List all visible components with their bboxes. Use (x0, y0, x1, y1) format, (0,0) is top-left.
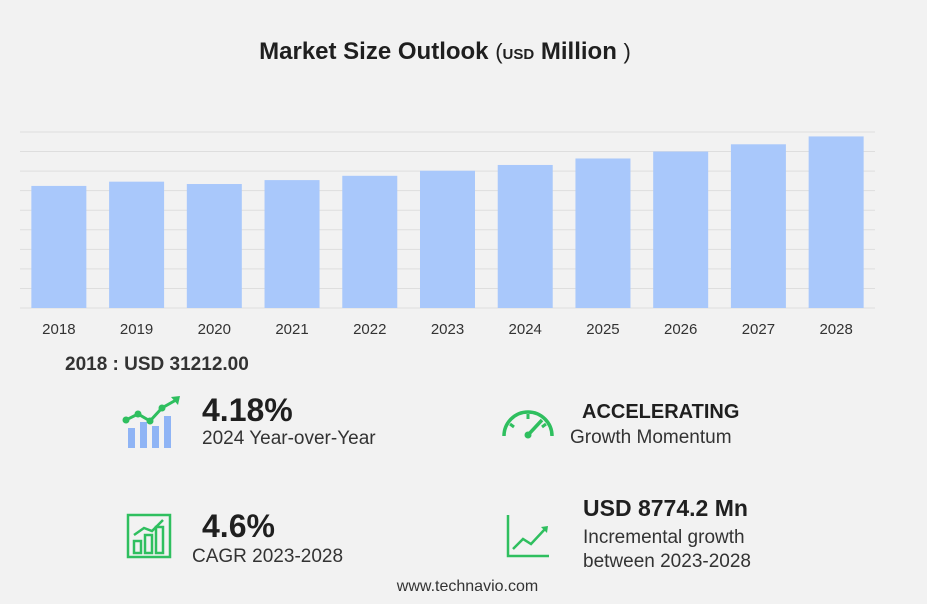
speedometer-icon (502, 410, 554, 439)
kpi-momentum: ACCELERATING Growth Momentum (570, 400, 740, 450)
kpi-cagr: 4.6% CAGR 2023-2028 (192, 508, 343, 569)
bar-2022 (342, 175, 398, 308)
chart-title-text: Market Size Outlook (259, 38, 489, 65)
x-tick-label: 2026 (664, 321, 697, 338)
bar-2020 (186, 184, 242, 308)
kpi-yoy-value: 4.18% (202, 392, 293, 428)
bar-2021 (264, 180, 320, 308)
source-footer: www.technavio.com (396, 578, 539, 595)
kpi-cagr-value: 4.6% (202, 508, 275, 544)
kpi-yoy-label: 2024 Year-over-Year (202, 428, 376, 449)
x-tick-label: 2025 (586, 321, 619, 338)
x-tick-label: 2022 (353, 321, 386, 338)
kpi-cagr-label: CAGR 2023-2028 (192, 546, 344, 567)
base-year-value: 2018 : USD 31212.00 (65, 354, 249, 375)
kpi-momentum-value: ACCELERATING (582, 401, 740, 423)
kpi-momentum-label: Growth Momentum (570, 427, 732, 448)
bar-2028 (808, 136, 864, 308)
bar-2027 (730, 144, 786, 308)
bar-2019 (109, 181, 165, 308)
bar-chart: 2018 2019 2020 2021 2022 2023 2024 2025 2026 2027… (20, 131, 875, 338)
kpi-incremental-label-line1: Incremental growth (583, 527, 745, 548)
bar-2023 (420, 170, 475, 308)
bar-2025 (575, 158, 631, 308)
kpi-incremental: USD 8774.2 Mn Incremental growth between… (583, 494, 751, 574)
rising-bars-icon (122, 396, 180, 448)
title-unit: USD (502, 46, 535, 63)
bar-2026 (653, 151, 709, 308)
x-tick-label: 2020 (198, 321, 231, 338)
x-tick-label: 2018 (42, 321, 75, 338)
kpi-incremental-value: USD 8774.2 Mn (583, 495, 748, 521)
title-paren-open: ( (495, 39, 503, 64)
kpi-incremental-label-line2: between 2023-2028 (583, 551, 751, 572)
title-scale: Million (540, 38, 617, 65)
x-tick-label: 2019 (120, 321, 153, 338)
bar-2024 (497, 164, 553, 308)
x-tick-label: 2024 (509, 321, 542, 338)
x-tick-label: 2028 (819, 321, 852, 338)
chart-title: Market Size Outlook (USD Million ) (0, 38, 890, 66)
trend-line-icon (506, 515, 549, 558)
title-paren-close: ) (623, 39, 631, 64)
x-tick-label: 2021 (275, 321, 308, 338)
x-tick-label: 2023 (431, 321, 464, 338)
x-tick-label: 2027 (742, 321, 775, 338)
bar-growth-icon (126, 513, 172, 559)
bar-2018 (31, 185, 87, 308)
kpi-yoy: 4.18% 2024 Year-over-Year (202, 393, 376, 451)
